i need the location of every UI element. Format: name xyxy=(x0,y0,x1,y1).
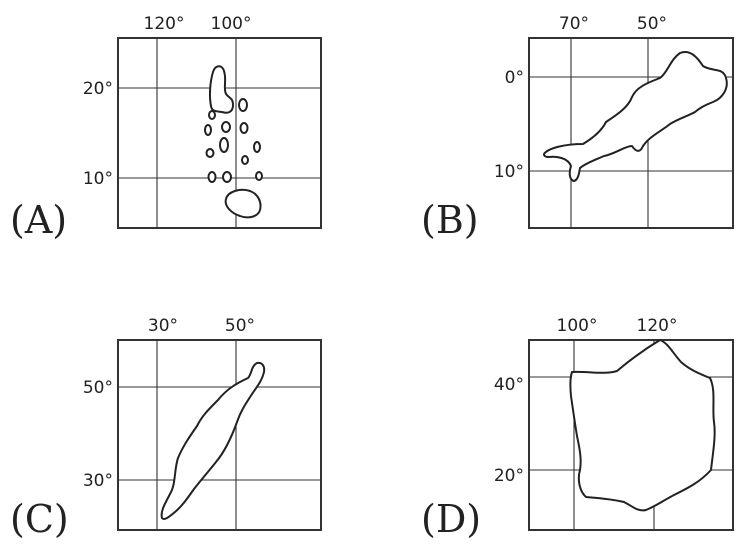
panel-b-y-tick-1: 0° xyxy=(505,68,524,88)
panel-a-label: (A) xyxy=(10,198,67,242)
panel-c-x-tick-2: 50° xyxy=(225,316,255,336)
panel-a-landmass xyxy=(204,65,263,219)
panel-a-frame xyxy=(117,37,322,229)
panel-a-y-tick-1: 20° xyxy=(83,79,113,99)
panel-d-x-tick-2: 120° xyxy=(637,316,678,336)
panel-d-label: (D) xyxy=(421,497,481,541)
panel-d-x-tick-1: 100° xyxy=(557,316,598,336)
panel-b-frame xyxy=(528,37,734,229)
panel-b: 70° 50° 0° 10° (B) xyxy=(421,14,734,242)
panel-c-x-tick-1: 30° xyxy=(148,316,178,336)
panel-b-label: (B) xyxy=(421,198,479,242)
panel-c-y-tick-2: 30° xyxy=(83,471,113,491)
panel-d: 100° 120° 40° 20° (D) xyxy=(421,316,734,541)
panel-d-landmass xyxy=(569,339,716,512)
panel-d-frame xyxy=(528,339,734,531)
panel-a-x-tick-2: 100° xyxy=(211,14,252,34)
panel-b-x-tick-1: 70° xyxy=(559,14,589,34)
panel-c-frame xyxy=(117,339,322,531)
panel-a: 120° 100° 20° 10° (A) xyxy=(10,14,322,242)
panel-b-y-tick-2: 10° xyxy=(494,162,524,182)
panel-d-y-tick-1: 40° xyxy=(494,375,524,395)
panel-b-x-tick-2: 50° xyxy=(637,14,667,34)
panel-c: 30° 50° 50° 30° (C) xyxy=(10,316,322,541)
panel-b-landmass xyxy=(543,51,728,182)
panel-c-y-tick-1: 50° xyxy=(83,378,113,398)
panel-d-y-tick-2: 20° xyxy=(494,466,524,486)
panel-c-landmass xyxy=(160,361,266,521)
panel-c-label: (C) xyxy=(10,497,69,541)
panel-a-y-tick-2: 10° xyxy=(83,169,113,189)
panel-a-x-tick-1: 120° xyxy=(144,14,185,34)
